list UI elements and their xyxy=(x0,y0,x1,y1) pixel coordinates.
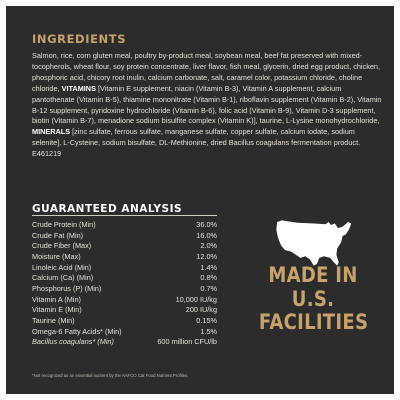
analysis-nutrient: Vitamin A (Min) xyxy=(32,294,81,304)
analysis-nutrient: Crude Fat (Min) xyxy=(32,230,84,240)
vitamins-text: [Vitamin E supplement, niacin (Vitamin B… xyxy=(32,83,382,126)
analysis-nutrient: Bacillus coagulans* (Min) xyxy=(32,337,114,347)
usa-map-shape xyxy=(276,220,352,266)
analysis-nutrient: Crude Fiber (Max) xyxy=(32,241,92,251)
analysis-row: Crude Protein (Min) 36.0% xyxy=(32,219,217,230)
guaranteed-analysis-table: Crude Protein (Min) 36.0% Crude Fat (Min) 1… xyxy=(32,219,217,347)
analysis-nutrient: Moisture (Max) xyxy=(32,251,81,261)
badge-line-1: MADE IN xyxy=(268,263,358,287)
analysis-divider xyxy=(32,215,217,216)
badge-line-3: FACILITIES xyxy=(258,310,369,334)
analysis-row: Phosphorus (P) (Min) 0.7% xyxy=(32,283,217,294)
ingredients-main-text: Salmon, rice, corn gluten meal, poultry … xyxy=(32,51,380,93)
analysis-value: 16.0% xyxy=(196,230,217,240)
analysis-row: Crude Fiber (Max) 2.0% xyxy=(32,240,217,251)
ingredients-heading: INGREDIENTS xyxy=(32,32,127,46)
analysis-row: Vitamin E (Min) 200 IU/kg xyxy=(32,305,217,316)
analysis-nutrient: Taurine (Min) xyxy=(32,316,75,326)
analysis-nutrient: Phosphorus (P) (Min) xyxy=(32,283,102,293)
usa-map-icon xyxy=(276,220,352,266)
analysis-nutrient: Vitamin E (Min) xyxy=(32,305,82,315)
ingredients-text: Salmon, rice, corn gluten meal, poultry … xyxy=(32,51,384,160)
analysis-value: 10,000 IU/kg xyxy=(175,294,217,304)
minerals-label: MINERALS xyxy=(32,127,71,137)
analysis-value: 0.7% xyxy=(200,283,217,293)
analysis-row: Linoleic Acid (Min) 1.4% xyxy=(32,262,217,273)
analysis-value: 0.8% xyxy=(200,273,217,283)
analysis-value: 0.15% xyxy=(196,316,217,326)
analysis-row: Bacillus coagulans* (Min) 600 million CFU… xyxy=(32,337,217,348)
analysis-value: 1.4% xyxy=(200,262,217,272)
analysis-value: 1.5% xyxy=(200,326,217,336)
analysis-row: Calcium (Ca) (Min) 0.8% xyxy=(32,272,217,283)
analysis-nutrient: Omega-6 Fatty Acids* (Min) xyxy=(32,326,122,336)
minerals-text: [zinc sulfate, ferrous sulfate, manganes… xyxy=(32,127,361,159)
vitamins-label: VITAMINS xyxy=(61,83,96,93)
analysis-value: 600 million CFU/lb xyxy=(157,337,217,347)
analysis-value: 2.0% xyxy=(200,241,217,251)
analysis-nutrient: Linoleic Acid (Min) xyxy=(32,262,92,272)
analysis-row: Crude Fat (Min) 16.0% xyxy=(32,230,217,241)
analysis-value: 36.0% xyxy=(196,219,217,229)
aafco-footnote: *Not recognized as an essential nutrient… xyxy=(32,373,189,378)
made-in-usa-badge: MADE IN U.S. FACILITIES xyxy=(258,263,369,335)
analysis-row: Moisture (Max) 12.0% xyxy=(32,251,217,262)
analysis-nutrient: Calcium (Ca) (Min) xyxy=(32,273,94,283)
guaranteed-analysis-heading: GUARANTEED ANALYSIS xyxy=(32,203,183,215)
analysis-nutrient: Crude Protein (Min) xyxy=(32,219,96,229)
analysis-row: Vitamin A (Min) 10,000 IU/kg xyxy=(32,294,217,305)
badge-line-2: U.S. xyxy=(291,286,335,311)
analysis-row: Omega-6 Fatty Acids* (Min) 1.5% xyxy=(32,326,217,337)
analysis-value: 12.0% xyxy=(196,251,217,261)
analysis-row: Taurine (Min) 0.15% xyxy=(32,315,217,326)
analysis-value: 200 IU/kg xyxy=(185,305,217,315)
